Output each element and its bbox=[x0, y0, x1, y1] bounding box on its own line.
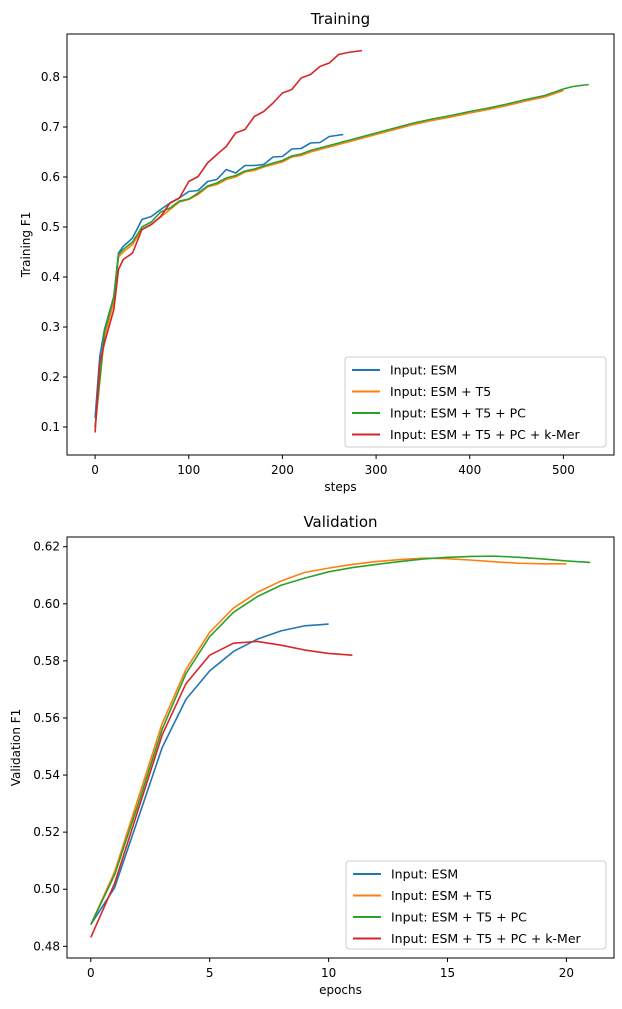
y-tick-label: 0.48 bbox=[33, 939, 60, 953]
y-tick-label: 0.7 bbox=[41, 120, 60, 134]
series-line-3 bbox=[94, 49, 363, 433]
chart-title: Validation bbox=[303, 513, 377, 531]
legend-frame bbox=[344, 356, 607, 448]
chart-title: Training bbox=[310, 10, 370, 28]
x-tick-label: 15 bbox=[440, 966, 455, 980]
legend-label: Input: ESM + T5 + PC + k-Mer bbox=[391, 931, 582, 946]
y-axis-label: Validation F1 bbox=[9, 709, 23, 787]
y-tick-label: 0.4 bbox=[41, 270, 60, 284]
series-line-2 bbox=[90, 555, 591, 925]
axes-frame bbox=[66, 33, 615, 456]
series-line-0 bbox=[90, 623, 329, 926]
y-tick-label: 0.60 bbox=[33, 597, 60, 611]
legend: Input: ESM Input: ESM + T5 Input: ESM + T5… bbox=[344, 356, 607, 448]
subplot-training: Training 0 100 200 300 400 500 0.1 0.2 0.3 0.4 0.5 0… bbox=[19, 10, 615, 494]
x-tick-label: 400 bbox=[458, 463, 481, 477]
x-tick-label: 100 bbox=[177, 463, 200, 477]
x-tick-label: 300 bbox=[365, 463, 388, 477]
y-tick-label: 0.5 bbox=[41, 220, 60, 234]
y-tick-label: 0.56 bbox=[33, 711, 60, 725]
x-axis-label: steps bbox=[324, 480, 356, 494]
x-axis-label: epochs bbox=[319, 983, 362, 997]
series-line-1 bbox=[90, 557, 567, 925]
series-line-0 bbox=[94, 133, 344, 419]
y-axis-label: Training F1 bbox=[19, 212, 33, 279]
y-tick-label: 0.3 bbox=[41, 320, 60, 334]
y-tick-label: 0.54 bbox=[33, 768, 60, 782]
y-tick-label: 0.2 bbox=[41, 370, 60, 384]
y-tick-label: 0.1 bbox=[41, 420, 60, 434]
y-tick-label: 0.8 bbox=[41, 70, 60, 84]
y-tick-label: 0.58 bbox=[33, 654, 60, 668]
series-line-2 bbox=[94, 83, 589, 428]
y-tick-label: 0.62 bbox=[33, 540, 60, 554]
y-tick-label: 0.52 bbox=[33, 825, 60, 839]
legend-label: Input: ESM + T5 bbox=[391, 888, 492, 903]
series-line-3 bbox=[90, 640, 353, 938]
x-tick-label: 0 bbox=[87, 966, 95, 980]
x-tick-label: 0 bbox=[91, 463, 99, 477]
legend-label: Input: ESM + T5 bbox=[390, 384, 491, 399]
y-tick-label: 0.6 bbox=[41, 170, 60, 184]
x-tick-label: 200 bbox=[271, 463, 294, 477]
x-tick-label: 5 bbox=[206, 966, 214, 980]
legend-label: Input: ESM bbox=[390, 363, 457, 378]
legend-frame bbox=[345, 860, 607, 950]
x-tick-label: 500 bbox=[552, 463, 575, 477]
y-tick-label: 0.50 bbox=[33, 882, 60, 896]
legend-label: Input: ESM bbox=[391, 867, 458, 882]
x-tick-label: 10 bbox=[321, 966, 336, 980]
subplot-validation: Validation 0 5 10 15 20 0.48 0.50 0.52 0.54 0.56 0.… bbox=[9, 513, 615, 997]
legend-label: Input: ESM + T5 + PC bbox=[390, 406, 526, 421]
axes-frame bbox=[66, 536, 615, 959]
legend-label: Input: ESM + T5 + PC bbox=[391, 910, 527, 925]
legend: Input: ESM Input: ESM + T5 Input: ESM + T5… bbox=[345, 860, 607, 950]
legend-label: Input: ESM + T5 + PC + k-Mer bbox=[390, 427, 581, 442]
x-tick-label: 20 bbox=[559, 966, 574, 980]
